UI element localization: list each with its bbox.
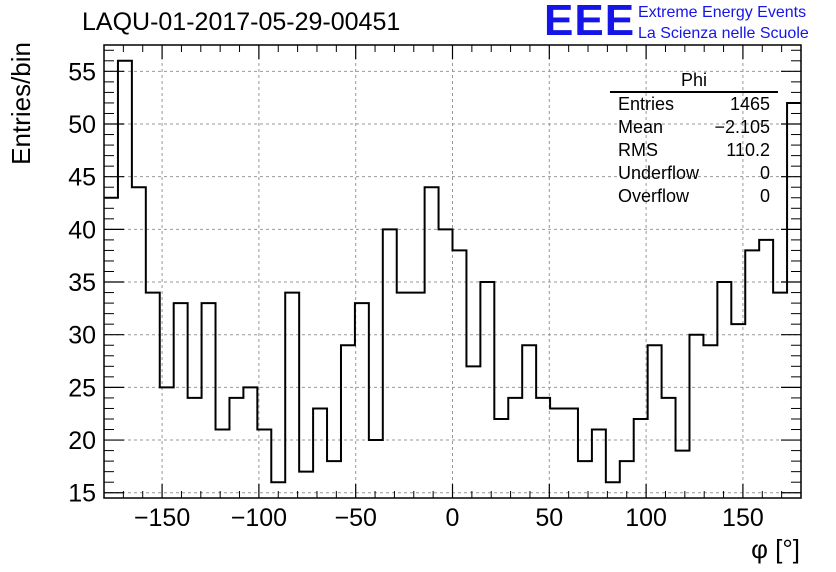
stats-label: RMS	[618, 140, 658, 160]
x-tick-label: −50	[334, 504, 376, 532]
stats-value: 110.2	[726, 140, 770, 160]
stats-row-mean: Mean −2.105	[610, 116, 778, 139]
x-tick-label: 100	[625, 504, 667, 532]
y-tick-label: 15	[68, 480, 96, 508]
y-tick-label: 35	[68, 269, 96, 297]
plot-frame	[103, 44, 802, 499]
axes: −150 −100 −50 0 50 100 150 15 20 25 30 35 40 45 50 55	[68, 45, 801, 532]
x-axis-label: φ [°]	[751, 534, 800, 564]
logo-line-2: La Scienza nelle Scuole	[638, 25, 809, 42]
y-tick-label: 55	[68, 58, 96, 86]
stats-title: Phi	[610, 70, 778, 93]
stats-row-rms: RMS 110.2	[610, 139, 778, 162]
histogram-series-phi	[104, 59, 801, 484]
stats-row-entries: Entries 1465	[610, 93, 778, 116]
stats-row-overflow: Overflow 0	[610, 185, 778, 208]
x-tick-label: −150	[134, 504, 190, 532]
stats-box: Phi Entries 1465 Mean −2.105 RMS 110.2 U…	[610, 70, 778, 208]
x-tick-label: 0	[446, 504, 460, 532]
stats-value: −2.105	[714, 117, 770, 137]
stats-value: 0	[759, 163, 770, 183]
x-tick-label: 50	[535, 504, 563, 532]
x-tick-label: 150	[722, 504, 764, 532]
y-tick-label: 30	[68, 322, 96, 350]
stats-label: Entries	[618, 94, 675, 114]
grid-lines	[104, 45, 801, 498]
eee-logo: EEE Extreme Energy Events La Scienza nel…	[544, 0, 834, 46]
logo-line-1: Extreme Energy Events	[638, 4, 807, 21]
eee-logo-letters: EEE	[544, 0, 636, 45]
stats-row-underflow: Underflow 0	[610, 162, 778, 185]
x-tick-label: −100	[231, 504, 287, 532]
stats-label: Overflow	[618, 186, 690, 206]
stats-value: 0	[759, 186, 770, 206]
y-tick-label: 50	[68, 111, 96, 139]
y-tick-label: 45	[68, 164, 96, 192]
y-tick-label: 25	[68, 374, 96, 402]
y-axis-label: Entries/bin	[6, 42, 36, 165]
stats-label: Underflow	[618, 163, 700, 183]
stats-value: 1465	[729, 94, 770, 114]
run-title: LAQU-01-2017-05-29-00451	[82, 8, 401, 36]
y-tick-label: 20	[68, 427, 96, 455]
y-tick-label: 40	[68, 216, 96, 244]
stats-label: Mean	[618, 117, 664, 137]
